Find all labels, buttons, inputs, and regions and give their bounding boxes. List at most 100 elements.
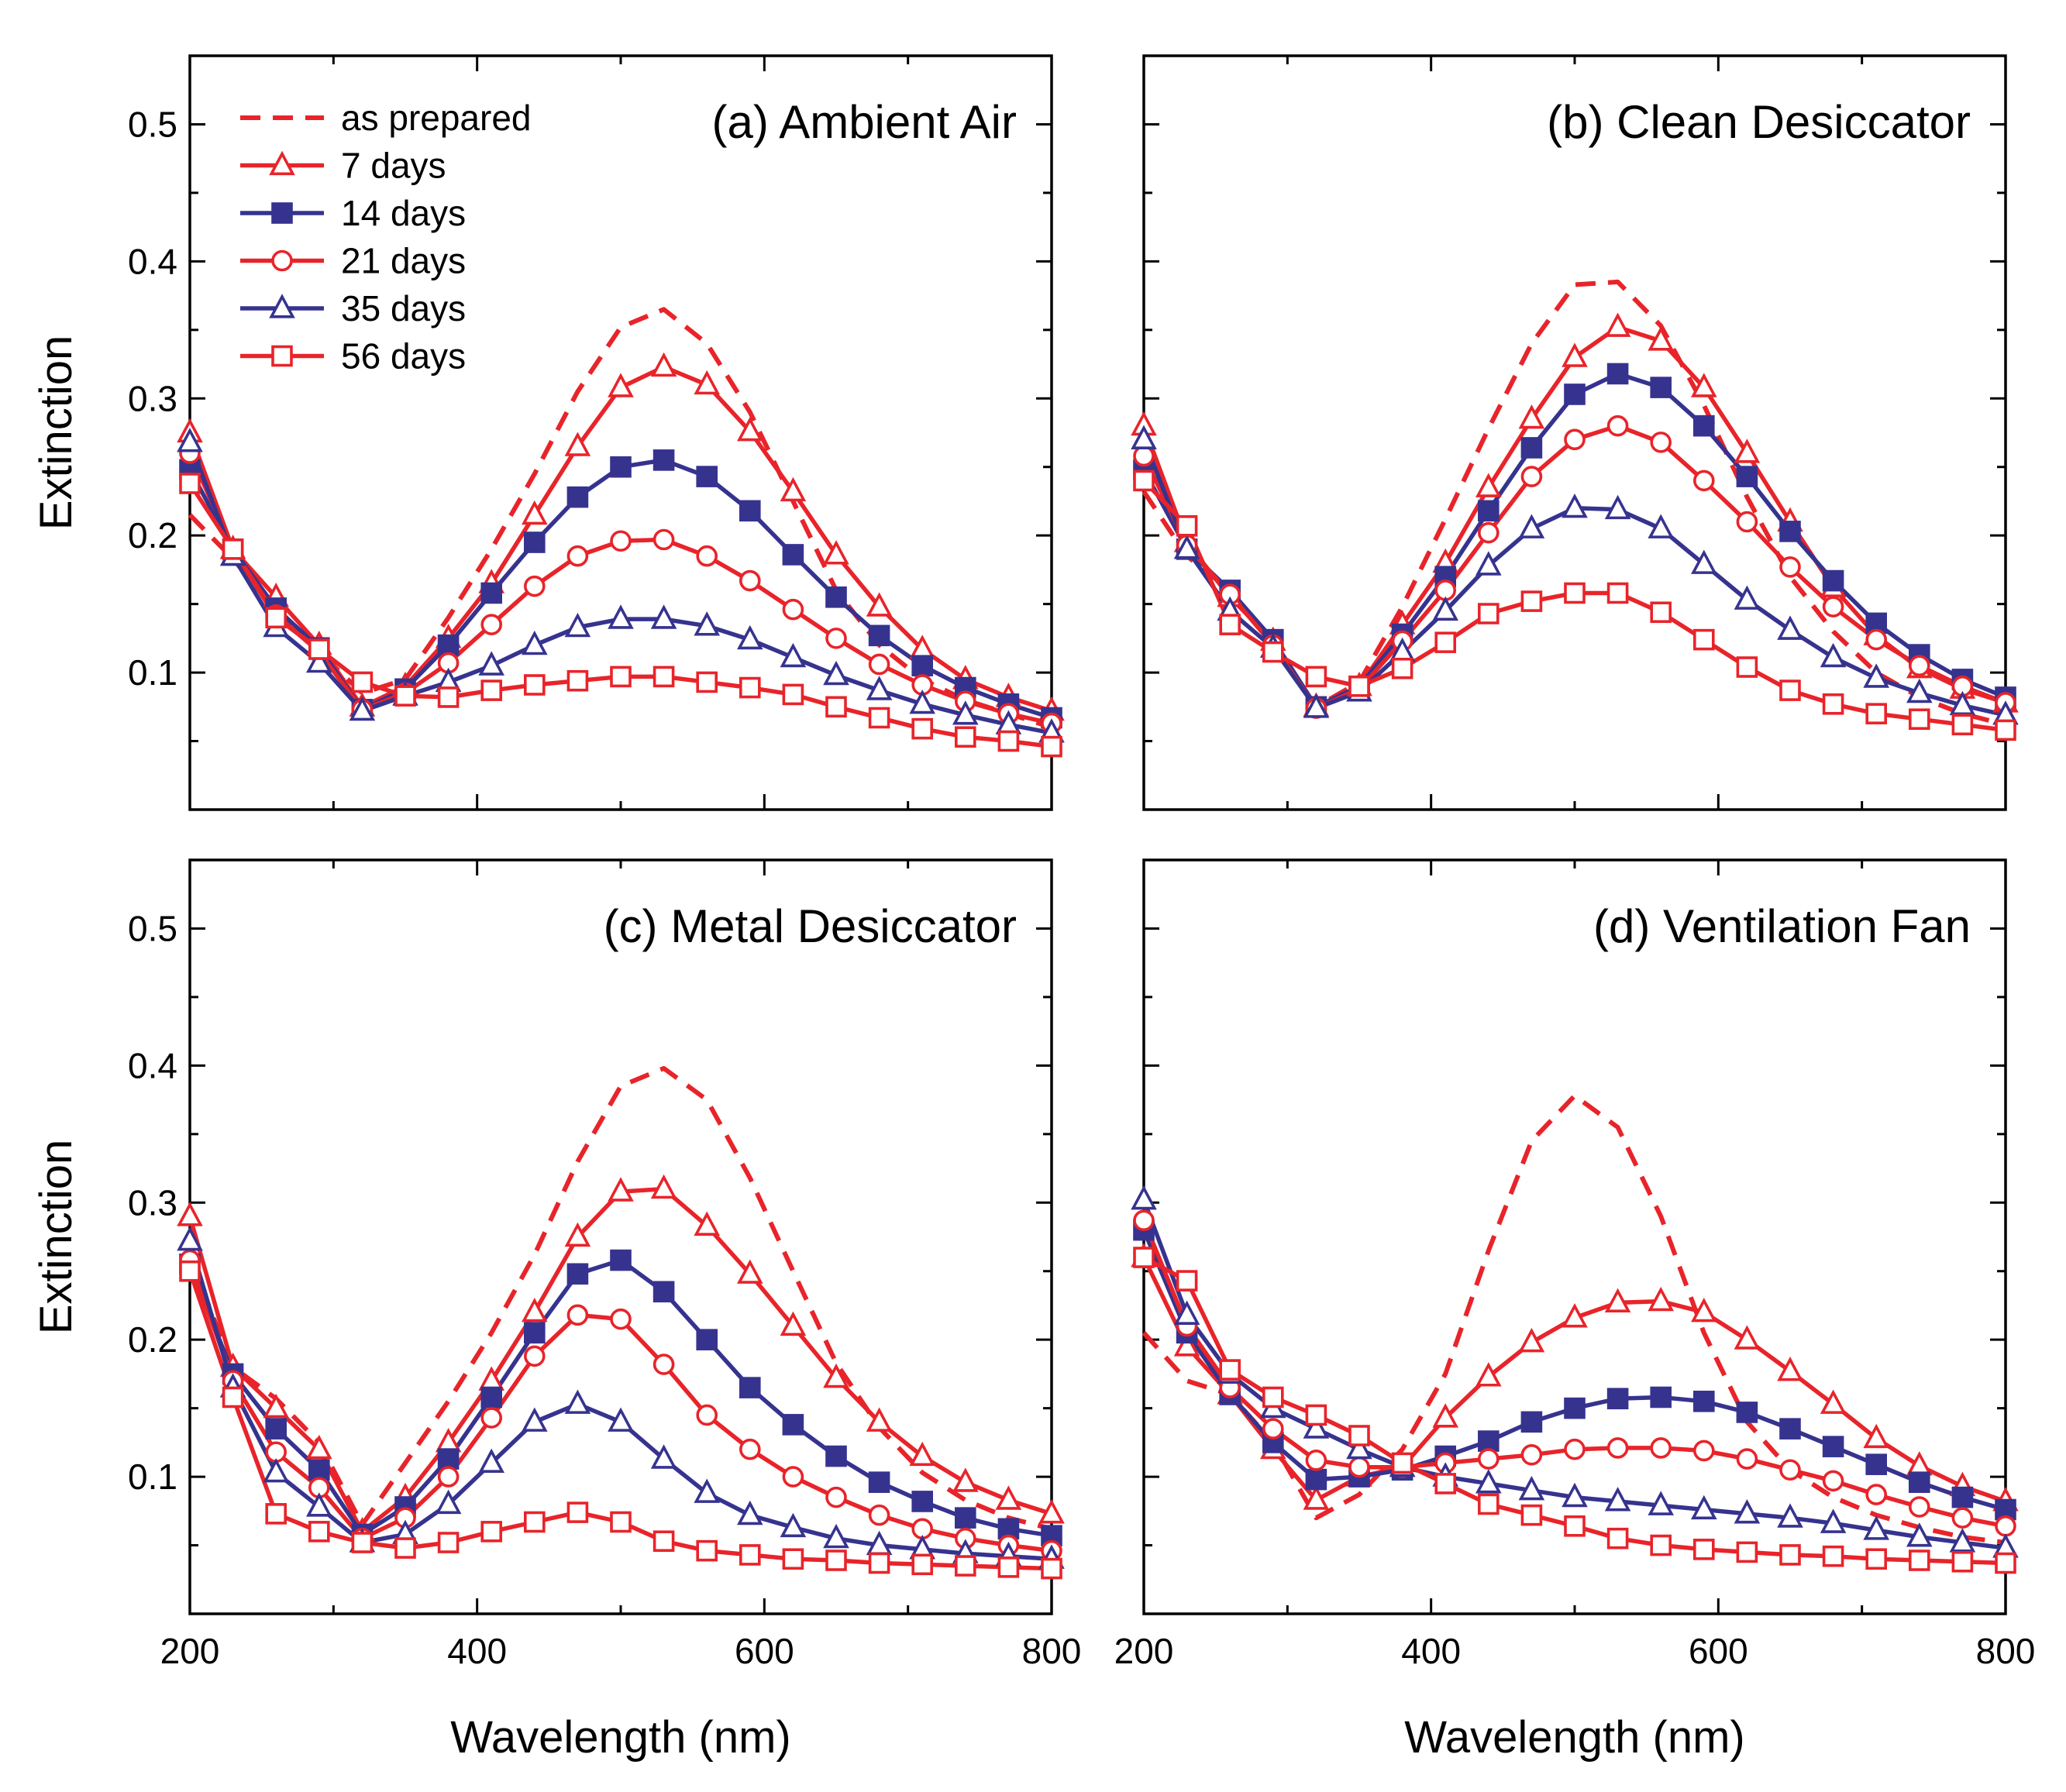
data-point-21-days — [1606, 1437, 1629, 1459]
series-group — [1131, 1093, 2019, 1574]
legend-label: 7 days — [341, 146, 446, 186]
data-point-7-days — [1562, 1303, 1588, 1328]
data-point-56-days — [1693, 1539, 1715, 1560]
data-point-35-days — [694, 611, 721, 636]
panel-d: 200 400 600 800 Wavelength (nm) (d) Ventilati… — [1114, 858, 2035, 1763]
data-point-21-days — [1779, 1459, 1801, 1481]
data-point-35-days — [1518, 1475, 1545, 1501]
data-point-21-days — [739, 1438, 761, 1460]
data-point-7-days — [995, 1485, 1022, 1510]
data-point-7-days — [1173, 1332, 1200, 1357]
legend-entry: 14 days — [240, 193, 466, 233]
data-point-7-days — [1604, 312, 1631, 337]
data-point-7-days — [1777, 1357, 1803, 1381]
data-point-35-days — [177, 428, 203, 452]
y-tick-label: 0.1 — [128, 652, 177, 693]
data-point-7-days — [1734, 439, 1761, 463]
data-point-14-days — [1606, 363, 1629, 385]
data-point-21-days — [523, 1345, 546, 1367]
panel-title: (c) Metal Desiccator — [604, 900, 1017, 952]
legend-entry: 35 days — [240, 288, 466, 328]
data-point-56-days — [739, 676, 761, 699]
data-point-56-days — [610, 666, 632, 688]
data-point-14-days — [782, 544, 804, 566]
data-point-56-days — [1348, 1425, 1370, 1446]
data-point-56-days — [1391, 1452, 1413, 1474]
data-point-56-days — [1219, 614, 1241, 635]
data-point-14-days — [653, 449, 675, 471]
data-point-21-days — [1133, 1209, 1155, 1232]
data-point-21-days — [1995, 1515, 2016, 1537]
data-point-35-days — [435, 1489, 462, 1515]
data-point-7-days — [1648, 326, 1675, 351]
data-point-21-days — [566, 545, 589, 567]
data-point-56-days — [1478, 603, 1500, 624]
x-axis-title: Wavelength (nm) — [1404, 1712, 1744, 1763]
data-point-21-days — [1951, 1507, 1974, 1529]
data-point-56-days — [696, 1539, 718, 1562]
data-point-7-days — [521, 1297, 548, 1323]
series-group — [1131, 279, 2019, 741]
data-point-7-days — [1648, 1286, 1675, 1312]
data-point-7-days — [1690, 373, 1717, 397]
data-point-35-days — [1303, 693, 1330, 718]
data-point-21-days — [1736, 511, 1758, 533]
data-point-21-days — [610, 530, 632, 552]
data-point-35-days — [1648, 514, 1675, 538]
data-point-56-days — [782, 1548, 804, 1570]
data-point-56-days — [179, 1260, 201, 1282]
data-point-14-days — [1822, 569, 1844, 592]
data-point-14-days — [437, 1448, 460, 1470]
data-point-56-days — [351, 1532, 374, 1553]
data-point-14-days — [782, 1414, 804, 1436]
data-point-35-days — [349, 696, 376, 721]
data-point-56-days — [1262, 1386, 1284, 1408]
y-tick-label: 0.4 — [128, 241, 177, 281]
data-point-7-days — [1604, 1288, 1631, 1313]
data-point-35-days — [263, 1457, 290, 1483]
data-point-56-days — [394, 685, 416, 707]
data-point-14-days — [1564, 1397, 1586, 1419]
data-point-35-days — [1863, 1515, 1890, 1540]
data-point-56-days — [955, 726, 976, 748]
x-tick-label: 200 — [1114, 1631, 1174, 1671]
data-point-14-days — [1478, 500, 1500, 522]
data-point-56-days — [653, 1530, 675, 1553]
data-point-56-days — [1865, 1548, 1887, 1570]
data-point-14-days — [1951, 1486, 1974, 1508]
legend-label: as prepared — [341, 98, 532, 138]
data-point-56-days — [1606, 582, 1629, 604]
data-point-56-days — [1822, 693, 1844, 715]
data-point-35-days — [1820, 642, 1847, 668]
data-point-56-days — [1564, 582, 1586, 604]
data-point-14-days — [653, 1281, 675, 1303]
data-point-14-days — [696, 466, 718, 487]
series-group — [177, 1065, 1065, 1580]
data-point-56-days — [911, 1553, 933, 1576]
data-point-14-days — [1564, 384, 1586, 405]
data-point-35-days — [1648, 1491, 1675, 1515]
data-point-35-days — [780, 642, 807, 668]
legend-marker — [271, 345, 293, 367]
data-point-14-days — [739, 500, 761, 522]
data-point-56-days — [566, 1501, 589, 1523]
x-tick-label: 600 — [735, 1631, 794, 1671]
data-point-14-days — [566, 1263, 589, 1285]
data-point-21-days — [1865, 1484, 1887, 1505]
data-point-7-days — [736, 1259, 763, 1284]
data-point-56-days — [1219, 1359, 1241, 1381]
data-point-7-days — [1432, 1403, 1459, 1428]
series-line-as-prepared — [188, 1065, 1052, 1532]
data-point-56-days — [610, 1511, 632, 1533]
data-point-35-days — [866, 676, 893, 700]
legend-marker — [271, 249, 293, 272]
data-point-7-days — [823, 540, 849, 565]
data-point-56-days — [696, 671, 718, 693]
data-point-56-days — [782, 683, 804, 706]
data-point-35-days — [478, 1448, 505, 1473]
data-point-35-days — [909, 689, 936, 714]
legend-marker — [271, 202, 293, 224]
data-point-56-days — [1176, 1270, 1198, 1292]
series-line-56-days — [1142, 479, 2006, 733]
data-point-56-days — [1736, 656, 1758, 678]
